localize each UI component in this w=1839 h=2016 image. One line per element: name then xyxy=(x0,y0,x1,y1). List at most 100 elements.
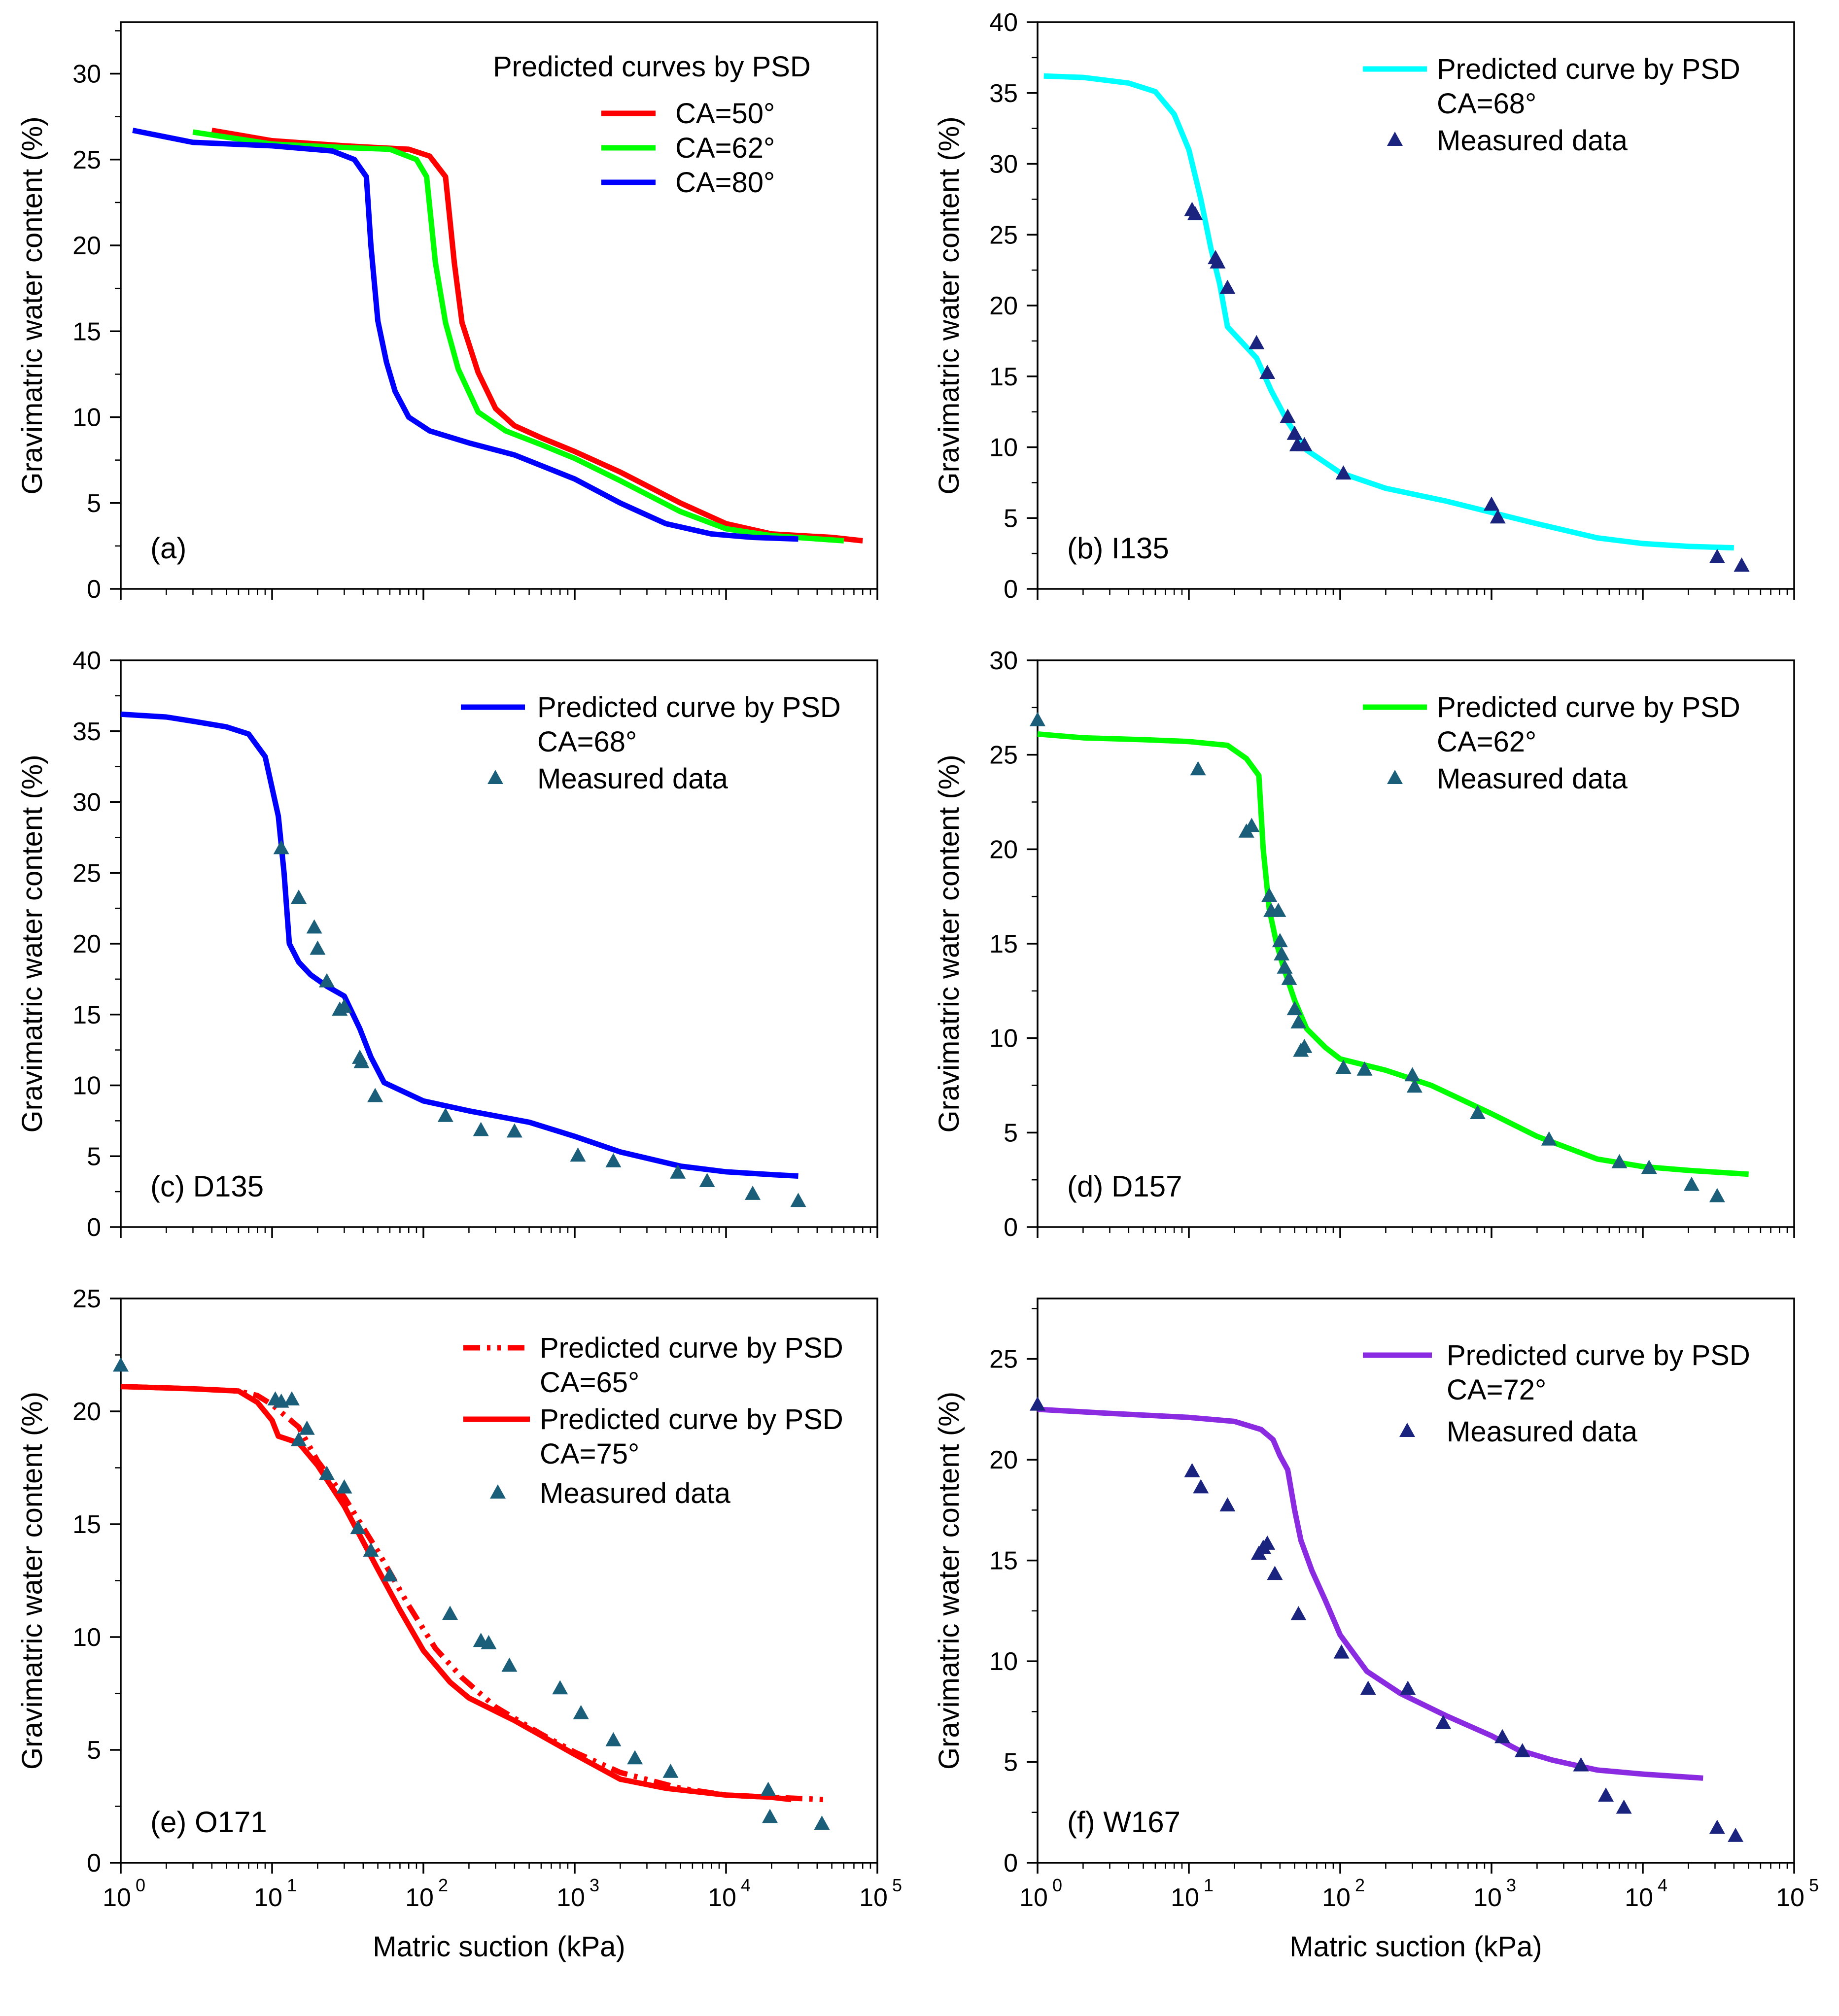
measured-point xyxy=(1335,1059,1352,1074)
y-tick-label: 5 xyxy=(1004,1748,1018,1777)
legend-title: Predicted curves by PSD xyxy=(493,51,811,83)
series-line-2 xyxy=(192,129,844,544)
x-tick-label: 10 xyxy=(1776,1883,1804,1912)
measured-point xyxy=(506,1123,522,1138)
y-axis-label: Gravimatric water content (%) xyxy=(933,1392,965,1770)
measured-point xyxy=(1335,465,1352,480)
series-line-1 xyxy=(211,128,863,544)
measured-point xyxy=(1280,409,1296,423)
chart-panel-c: 0 5 10 15 20 25 30 35 40 Gravimatric water conten… xyxy=(16,647,878,1242)
measured-point xyxy=(699,1173,715,1187)
legend-label: CA=68° xyxy=(1437,88,1536,120)
measured-point xyxy=(1541,1131,1557,1146)
x-tick-label: 10 xyxy=(1019,1883,1048,1912)
x-tick-exponent: 4 xyxy=(1658,1875,1667,1895)
measured-point xyxy=(1406,1078,1423,1093)
y-tick-label: 5 xyxy=(87,489,101,518)
measured-point xyxy=(350,1520,366,1535)
y-tick-label: 10 xyxy=(72,1072,101,1100)
legend-label: Predicted curve by PSD xyxy=(1447,1339,1750,1371)
measured-point xyxy=(1290,1014,1307,1028)
x-tick-label: 10 xyxy=(103,1883,131,1912)
legend-label: Measured data xyxy=(537,763,729,795)
x-tick-label: 10 xyxy=(1473,1883,1502,1912)
x-tick-exponent: 2 xyxy=(438,1875,448,1895)
y-tick-label: 10 xyxy=(72,404,101,432)
measured-point xyxy=(1709,1188,1725,1202)
measured-point xyxy=(1187,206,1203,220)
measured-point xyxy=(605,1153,622,1167)
y-tick-label: 40 xyxy=(72,647,101,675)
measured-point xyxy=(291,1432,307,1446)
x-axis-label: Matric suction (kPa) xyxy=(1289,1931,1542,1963)
legend-label: Predicted curve by PSD xyxy=(540,1403,843,1435)
legend-label: Measured data xyxy=(1447,1416,1638,1448)
y-tick-label: 25 xyxy=(72,1285,101,1313)
series-line-3 xyxy=(132,128,798,542)
measured-point xyxy=(670,1164,686,1179)
y-tick-label: 15 xyxy=(72,1510,101,1539)
y-tick-label: 35 xyxy=(989,79,1018,108)
measured-point xyxy=(363,1542,379,1557)
measured-point xyxy=(319,973,335,988)
y-tick-label: 0 xyxy=(1004,575,1018,604)
y-tick-label: 25 xyxy=(989,741,1018,770)
series-line-2 xyxy=(120,1384,792,1803)
measured-point xyxy=(1259,365,1276,379)
x-tick-exponent: 3 xyxy=(1506,1875,1516,1895)
measured-point xyxy=(481,1635,497,1649)
measured-point xyxy=(1274,946,1290,960)
plot-frame xyxy=(1037,1298,1795,1864)
legend-label: CA=62° xyxy=(1437,726,1536,758)
measured-point xyxy=(1728,1827,1744,1842)
legend-label: CA=50° xyxy=(675,98,775,130)
y-tick-label: 30 xyxy=(989,647,1018,675)
measured-point xyxy=(1296,1038,1313,1053)
y-tick-label: 10 xyxy=(989,434,1018,462)
measured-point xyxy=(336,1479,352,1494)
x-tick-label: 10 xyxy=(859,1883,888,1912)
y-tick-label: 35 xyxy=(72,718,101,746)
measured-point xyxy=(1400,1680,1416,1695)
measured-point xyxy=(1296,437,1313,451)
y-tick-label: 20 xyxy=(72,1398,101,1426)
measured-point xyxy=(1277,959,1293,974)
measured-point xyxy=(367,1088,383,1102)
y-tick-label: 25 xyxy=(989,221,1018,249)
x-tick-exponent: 0 xyxy=(1052,1875,1062,1895)
measured-point xyxy=(1734,557,1750,572)
measured-point xyxy=(1290,1606,1307,1620)
x-tick-exponent: 4 xyxy=(741,1875,751,1895)
x-tick-label: 10 xyxy=(405,1883,434,1912)
x-tick-exponent: 1 xyxy=(1204,1875,1214,1895)
measured-point xyxy=(1259,1536,1276,1550)
y-tick-label: 15 xyxy=(989,930,1018,958)
measured-point xyxy=(1030,1396,1045,1411)
measured-point xyxy=(1611,1154,1628,1168)
measured-point xyxy=(1683,1176,1700,1191)
legend-label: Predicted curve by PSD xyxy=(1437,691,1740,723)
y-tick-label: 30 xyxy=(72,60,101,89)
y-tick-label: 5 xyxy=(1004,504,1018,533)
measured-point xyxy=(1219,1497,1236,1512)
y-tick-label: 15 xyxy=(989,363,1018,391)
measured-point xyxy=(113,1357,129,1372)
measured-point xyxy=(662,1763,679,1778)
measured-point xyxy=(1272,933,1288,948)
measured-point xyxy=(319,1466,335,1480)
measured-point xyxy=(1490,509,1506,524)
measured-point xyxy=(1598,1787,1614,1802)
y-tick-label: 20 xyxy=(989,292,1018,320)
series-line-1 xyxy=(1037,1406,1703,1781)
x-tick-label: 10 xyxy=(1625,1883,1653,1912)
y-tick-label: 0 xyxy=(87,575,101,604)
measured-point xyxy=(1333,1644,1350,1659)
y-tick-label: 15 xyxy=(72,1001,101,1029)
measured-point xyxy=(573,1705,589,1719)
measured-point xyxy=(473,1122,489,1136)
series-line-1 xyxy=(1037,731,1749,1177)
